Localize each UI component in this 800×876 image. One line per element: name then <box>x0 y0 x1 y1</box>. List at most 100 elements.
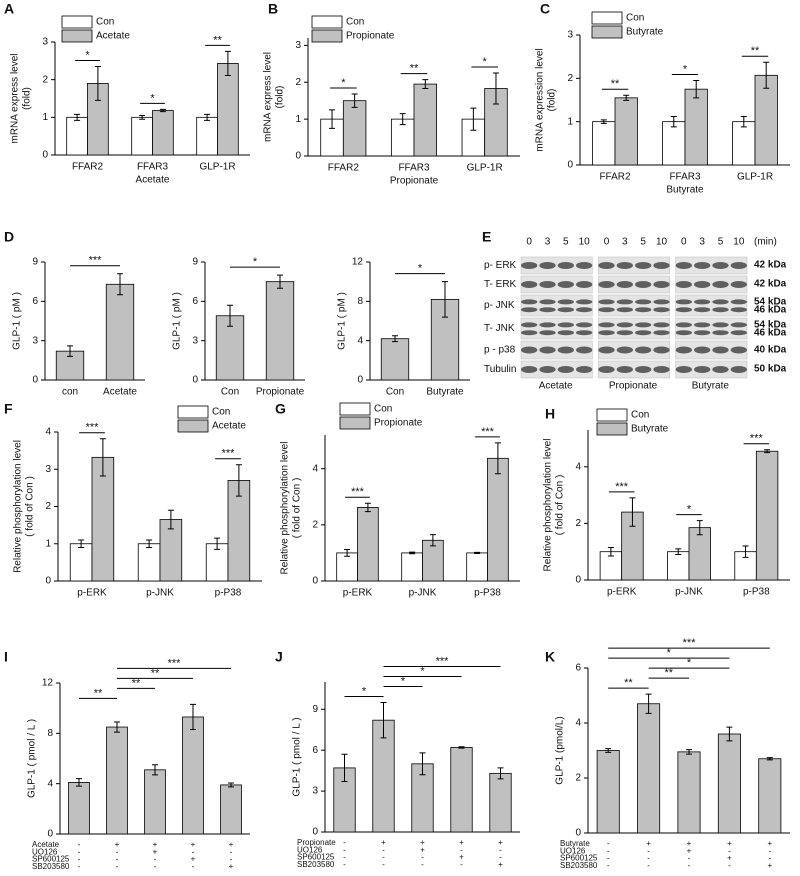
blot-strip <box>598 294 670 317</box>
treatment-mark: - <box>154 862 157 871</box>
error-bar <box>399 113 406 126</box>
blot-band <box>675 262 692 269</box>
treatment-name: Butyrate <box>560 839 590 848</box>
error-bar <box>492 72 499 105</box>
y-tick-label: 4 <box>575 718 581 729</box>
error-bar <box>686 749 692 755</box>
blot-strip <box>520 360 593 379</box>
error-bar <box>764 449 771 454</box>
bar <box>732 121 756 166</box>
y-tick-label: 0 <box>312 827 318 838</box>
blot-band <box>675 366 692 373</box>
time-unit: (min) <box>754 237 777 248</box>
row-label: p- ERK <box>484 260 517 271</box>
y-tick-label: 1 <box>567 116 573 127</box>
treatment-mark: - <box>607 846 610 855</box>
bar <box>265 281 295 381</box>
error-bar <box>607 546 614 557</box>
group-label: Acetate <box>539 381 573 392</box>
blot-band <box>694 281 711 288</box>
blot-band <box>730 299 747 305</box>
time-label: 0 <box>526 237 532 248</box>
bar <box>106 726 128 835</box>
y-tick-label: 9 <box>192 257 198 268</box>
blot-band <box>675 346 692 354</box>
error-bar <box>605 748 612 753</box>
blot-band <box>539 366 556 373</box>
y-axis-label: GLP-1 ( pM ) <box>172 292 183 350</box>
blot-strip <box>675 317 748 340</box>
y-tick-label: 1 <box>42 112 48 123</box>
treatment-mark: - <box>343 853 346 862</box>
x-tick-label: FFAR3 <box>669 172 701 183</box>
y-tick-label: 3 <box>295 40 301 51</box>
treatment-mark: + <box>459 838 464 847</box>
blot-strip <box>520 256 593 275</box>
panel-label: E <box>482 229 491 245</box>
error-bar <box>67 345 73 357</box>
significance-label: ** <box>611 78 620 90</box>
treatment-mark: - <box>460 845 463 854</box>
error-bar <box>670 115 677 128</box>
time-label: 5 <box>563 237 569 248</box>
significance-label: * <box>418 263 423 275</box>
blot-strip <box>520 317 593 340</box>
x-tick-label: FFAR2 <box>72 162 104 173</box>
x-tick-label: Acetate <box>103 387 137 398</box>
blot-band <box>653 366 670 373</box>
marker-label: 42 kDa <box>754 260 787 271</box>
error-bar <box>494 442 501 475</box>
y-tick-label: 0 <box>192 375 198 386</box>
blot-band <box>521 307 538 313</box>
legend-label: Propionate <box>374 418 423 429</box>
blot-band <box>694 366 711 373</box>
treatment-mark: + <box>381 838 386 847</box>
y-axis-label: Relative phosphorylation level <box>13 440 24 573</box>
x-tick-label: con <box>62 387 78 398</box>
x-tick-label: p-ERK <box>343 588 373 599</box>
blot-band <box>694 346 711 354</box>
bar <box>717 733 741 834</box>
x-tick-label: p-JNK <box>675 587 703 598</box>
y-tick-label: 2 <box>575 518 581 529</box>
treatment-mark: - <box>78 847 81 856</box>
x-axis-label: Butyrate <box>666 185 704 196</box>
blot-strip <box>675 340 748 360</box>
panel-label: H <box>545 406 555 422</box>
blot-band <box>521 299 538 305</box>
treatment-mark: - <box>421 853 424 862</box>
significance-label: ** <box>151 667 160 679</box>
y-tick-label: 12 <box>42 678 54 689</box>
treatment-mark: - <box>343 838 346 847</box>
error-bar <box>344 549 351 557</box>
blot-band <box>712 346 729 354</box>
legend-label: Con <box>626 13 644 24</box>
legend-label: Con <box>631 410 649 421</box>
error-bar <box>675 548 682 556</box>
error-bar <box>766 757 773 761</box>
blot-band <box>694 262 711 269</box>
y-tick-label: 12 <box>352 257 364 268</box>
treatment-mark: + <box>420 838 425 847</box>
treatment-mark: - <box>688 854 691 863</box>
blot-band <box>730 307 747 313</box>
error-bar <box>474 551 481 554</box>
bar <box>336 552 358 582</box>
bar <box>637 703 661 834</box>
bar <box>144 769 166 835</box>
y-tick-label: 8 <box>47 728 53 739</box>
treatment-mark: - <box>647 846 650 855</box>
blot-band <box>730 346 747 354</box>
error-bar <box>94 65 101 101</box>
legend-label: Butyrate <box>626 27 664 38</box>
y-tick-label: 3 <box>42 37 48 48</box>
blot-band <box>694 299 711 305</box>
y-tick-label: 2 <box>295 77 301 88</box>
bar <box>466 552 488 582</box>
x-axis-label: Propionate <box>390 176 439 187</box>
treatment-mark: + <box>229 840 234 849</box>
x-tick-label: FFAR3 <box>137 162 169 173</box>
y-axis-label: GLP-1 ( pM ) <box>337 292 348 350</box>
error-bar <box>224 50 231 77</box>
time-label: 0 <box>681 237 687 248</box>
